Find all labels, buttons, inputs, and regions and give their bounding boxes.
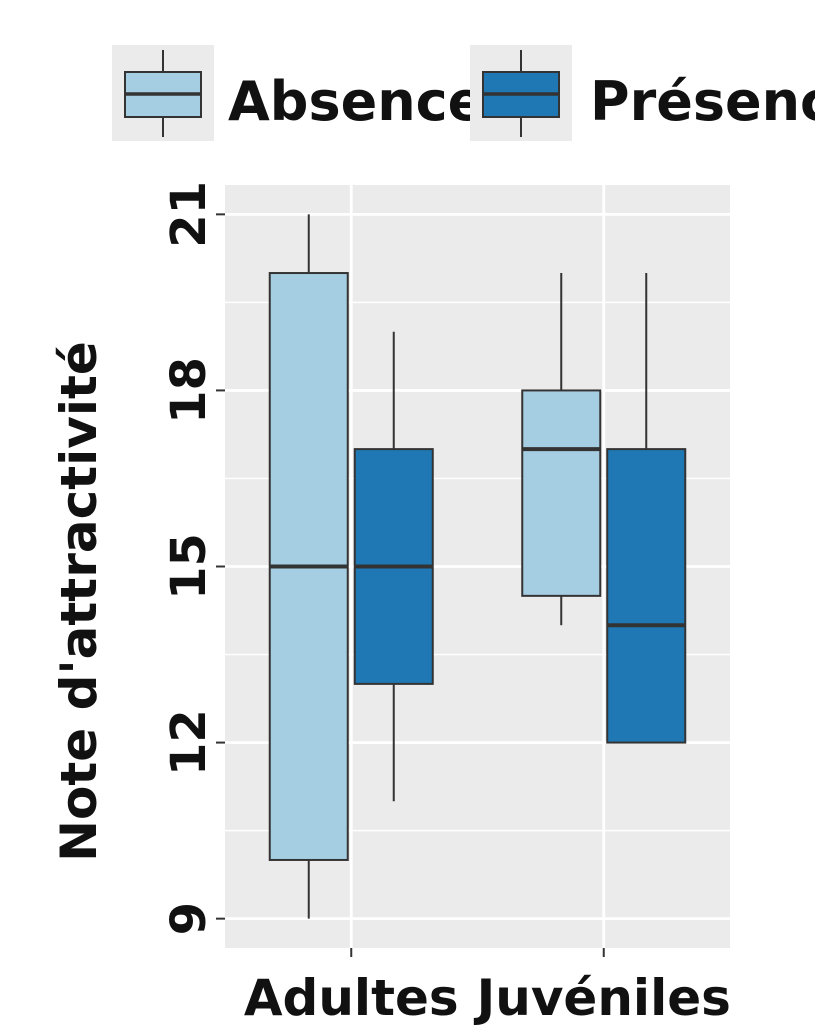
x-tick-label: Adultes <box>244 969 459 1025</box>
box-presence-adultes <box>353 331 434 802</box>
legend: Absence Présence <box>112 45 815 141</box>
y-axis-title: Note d'attractivité <box>50 341 108 862</box>
box-absence-juveniles <box>521 273 602 626</box>
box-absence-adultes <box>268 214 349 919</box>
y-tick-label: 21 <box>161 181 217 248</box>
box-iqr <box>521 389 602 597</box>
y-tick-label: 12 <box>161 709 217 776</box>
x-tick-label: Juvéniles <box>474 969 731 1025</box>
legend-item-presence: Présence <box>470 45 815 141</box>
legend-item-absence: Absence <box>112 45 484 141</box>
axes-layer: 9 12 15 18 21 Adultes Juvéniles Note d'attracti… <box>50 181 731 1025</box>
box-presence-juveniles <box>606 273 687 744</box>
y-tick-label: 9 <box>161 902 217 935</box>
y-tick-label: 18 <box>161 357 217 424</box>
box-iqr <box>606 448 687 744</box>
boxes-layer <box>268 214 687 919</box>
legend-label: Présence <box>590 70 815 133</box>
y-tick-label: 15 <box>161 533 217 600</box>
legend-label: Absence <box>228 70 484 133</box>
